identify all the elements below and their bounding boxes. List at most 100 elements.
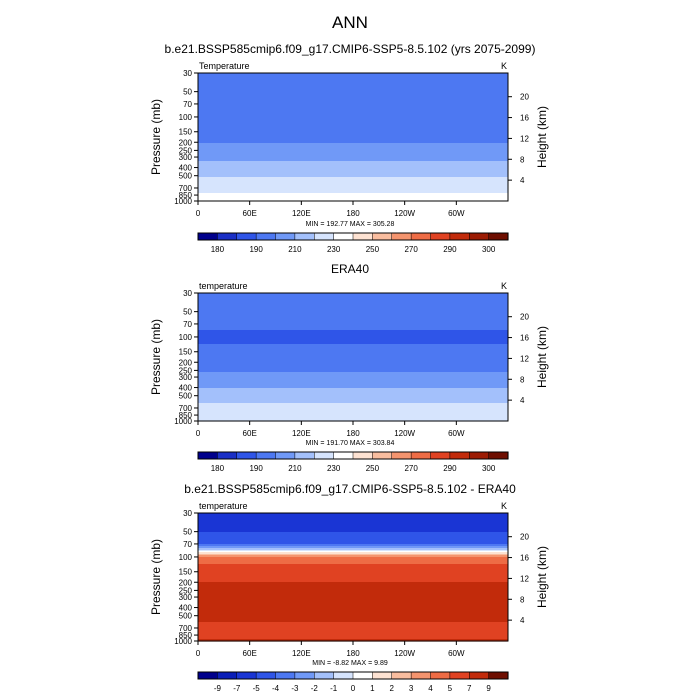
- contour-band: [198, 350, 508, 352]
- y-tick-label: 400: [179, 384, 193, 393]
- contour-band: [198, 315, 508, 317]
- contour-band: [198, 522, 508, 524]
- contour-band: [198, 538, 508, 540]
- colorbar-label: 190: [249, 464, 263, 473]
- contour-band: [198, 595, 508, 597]
- contour-band: [198, 181, 508, 183]
- contour-band: [198, 593, 508, 595]
- contour-band: [198, 570, 508, 572]
- contour-band: [198, 596, 508, 598]
- contour-band: [198, 74, 508, 76]
- contour-band: [198, 171, 508, 173]
- contour-band: [198, 392, 508, 394]
- colorbar-box: [333, 232, 354, 241]
- x-tick-label: 60E: [243, 209, 257, 218]
- colorbar-box: [352, 671, 373, 680]
- y-tick-label: 1000: [174, 637, 192, 646]
- contour-band: [198, 314, 508, 316]
- contour-band: [198, 605, 508, 607]
- contour-band: [198, 359, 508, 361]
- y-tick-label: 70: [183, 540, 192, 549]
- y-tick-label: 500: [179, 612, 193, 621]
- colorbar-box: [314, 232, 335, 241]
- contour-band: [198, 619, 508, 621]
- colorbar-box: [255, 451, 277, 460]
- contour-band: [198, 128, 508, 130]
- y-tick-label: 70: [183, 320, 192, 329]
- contour-band: [198, 386, 508, 388]
- contour-band: [198, 169, 508, 171]
- contour-band: [198, 140, 508, 142]
- contour-band: [198, 404, 508, 406]
- units-label: K: [501, 501, 507, 511]
- contour-band: [198, 636, 508, 638]
- contour-band: [198, 150, 508, 152]
- contour-band: [198, 575, 508, 577]
- colorbar-box: [410, 671, 432, 680]
- contour-band: [198, 120, 508, 122]
- contour-band: [198, 130, 508, 132]
- contour-band: [198, 198, 508, 200]
- contour-band: [198, 307, 508, 309]
- contour-band: [198, 521, 508, 523]
- contour-band: [198, 562, 508, 564]
- contour-band: [198, 559, 508, 561]
- contour-band: [198, 317, 508, 319]
- colorbar-box: [449, 232, 470, 241]
- contour-band: [198, 326, 508, 328]
- y-axis-title-right: Height (km): [535, 546, 549, 608]
- colorbar-frame: [197, 671, 509, 680]
- contour-band: [198, 156, 508, 158]
- contour-band: [198, 372, 508, 374]
- contour-band: [198, 124, 508, 126]
- contour-band: [198, 621, 508, 623]
- contour-band: [198, 620, 508, 622]
- contour-band: [198, 102, 508, 104]
- contour-band: [198, 542, 508, 544]
- y-tick-label: 250: [179, 146, 193, 155]
- contour-band: [198, 89, 508, 91]
- contour-band: [198, 560, 508, 562]
- y-tick-label: 1000: [174, 417, 192, 426]
- contour-band: [198, 410, 508, 412]
- contour-band: [198, 147, 508, 149]
- contour-band: [198, 188, 508, 190]
- contour-band: [198, 100, 508, 102]
- contour-band: [198, 635, 508, 637]
- contour-band: [198, 598, 508, 600]
- contour-band: [198, 145, 508, 147]
- contour-band: [198, 569, 508, 571]
- y-tick-label: 70: [183, 100, 192, 109]
- contour-band: [198, 189, 508, 191]
- contour-band: [198, 354, 508, 356]
- contour-band: [198, 518, 508, 520]
- contour-band: [198, 555, 508, 557]
- y-right-tick-label: 16: [520, 334, 529, 343]
- colorbar-box: [275, 451, 296, 460]
- contour-band: [198, 554, 508, 556]
- contour-band: [198, 391, 508, 393]
- contour-band: [198, 543, 508, 545]
- x-tick-label: 0: [196, 429, 201, 438]
- colorbar-box: [430, 671, 451, 680]
- contour-band: [198, 107, 508, 109]
- contour-band: [198, 352, 508, 354]
- colorbar-box: [197, 671, 218, 680]
- contour-band: [198, 193, 508, 195]
- contour-band: [198, 637, 508, 639]
- contour-band: [198, 75, 508, 77]
- contour-band: [198, 362, 508, 364]
- contour-band: [198, 416, 508, 418]
- contour-band: [198, 321, 508, 323]
- contour-band: [198, 382, 508, 384]
- contour-band: [198, 588, 508, 590]
- colorbar-label: 250: [366, 245, 380, 254]
- contour-band: [198, 602, 508, 604]
- contour-band: [198, 373, 508, 375]
- stats-label: MIN = 191.70 MAX = 303.84: [306, 440, 395, 447]
- contour-band: [198, 377, 508, 379]
- contour-band: [198, 632, 508, 634]
- contour-band: [198, 148, 508, 150]
- colorbar-box: [294, 451, 315, 460]
